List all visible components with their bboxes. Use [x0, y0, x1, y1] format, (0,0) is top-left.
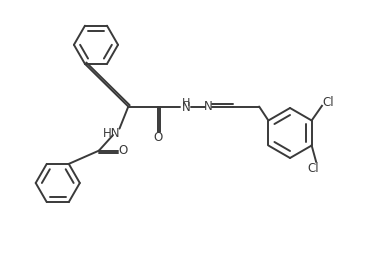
- Text: O: O: [119, 144, 128, 157]
- Text: HN: HN: [103, 127, 120, 139]
- Text: Cl: Cl: [307, 162, 319, 175]
- Text: Cl: Cl: [323, 96, 334, 109]
- Text: H: H: [182, 98, 190, 108]
- Text: N: N: [182, 101, 191, 114]
- Text: O: O: [153, 131, 163, 144]
- Text: N: N: [204, 100, 213, 113]
